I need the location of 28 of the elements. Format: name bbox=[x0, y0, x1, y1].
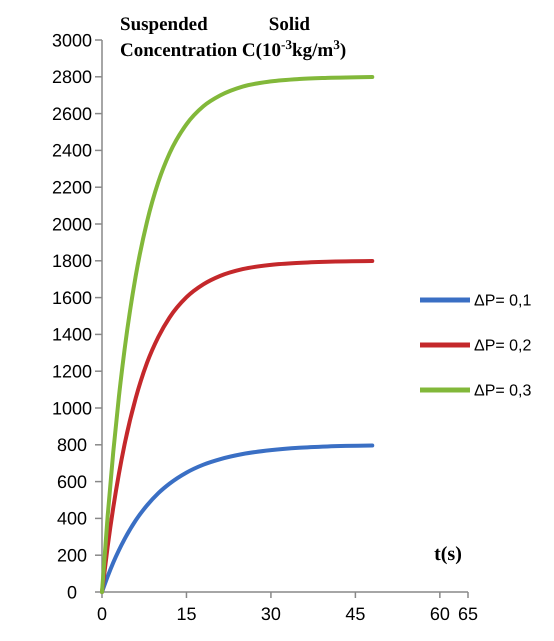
y-tick-label: 1600 bbox=[52, 288, 92, 308]
y-tick-label: 2400 bbox=[52, 140, 92, 161]
y-tick-label: 3000 bbox=[52, 30, 92, 50]
y-tick-label: 2800 bbox=[52, 67, 92, 88]
legend-label: ΔP= 0,2 bbox=[474, 338, 532, 355]
y-tick-label: 2600 bbox=[52, 104, 92, 124]
x-tick-label: 45 bbox=[345, 604, 366, 624]
x-tick-label: 60 bbox=[430, 604, 450, 624]
y-tick-label: 600 bbox=[56, 472, 88, 492]
y-tick-label: 1800 bbox=[52, 251, 92, 272]
x-axis-title: t(s) bbox=[434, 543, 462, 565]
legend-label: ΔP= 0,3 bbox=[474, 382, 532, 400]
line-series bbox=[100, 74, 374, 594]
x-tick-label: 15 bbox=[176, 604, 196, 624]
x-tick-label: 65 bbox=[458, 604, 478, 624]
text: Suspended Solid Concentration C(10$^{-3}$kg/m$^{3}$) bbox=[120, 14, 346, 61]
y-tick-label: 800 bbox=[56, 435, 88, 456]
y-tick-label: 200 bbox=[56, 546, 88, 566]
y-tick-label: 2000 bbox=[52, 214, 92, 234]
y-tick-label: 0 bbox=[66, 582, 78, 602]
y-tick-label: 1400 bbox=[52, 324, 92, 345]
y-tick-label: 1200 bbox=[52, 362, 92, 382]
legend-label: ΔP= 0,1 bbox=[474, 292, 532, 310]
x-tick-label: 30 bbox=[260, 604, 281, 624]
y-tick-label: 400 bbox=[56, 508, 88, 529]
y-tick-label: 2200 bbox=[52, 178, 92, 198]
y-tick-label: 1000 bbox=[52, 398, 92, 418]
x-tick-label: 0 bbox=[96, 604, 108, 624]
